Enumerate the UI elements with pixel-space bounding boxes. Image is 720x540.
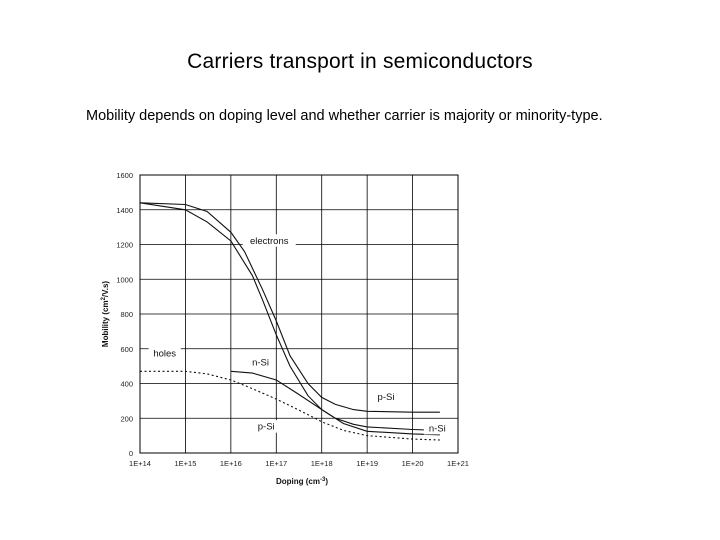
- slide-title: Carriers transport in semiconductors: [187, 50, 533, 73]
- y-tick-label-7: 1400: [116, 206, 133, 215]
- y-tick-label-3: 600: [120, 345, 133, 354]
- x-axis-label: Doping (cm-3): [276, 477, 328, 486]
- series-line-holes-2: [230, 370, 440, 436]
- slide-body-text: Mobility depends on doping level and whe…: [86, 108, 603, 124]
- y-tick-label-6: 1200: [116, 241, 133, 250]
- annotation-bg-4: [252, 420, 280, 433]
- y-tick-label-5: 1000: [116, 275, 133, 284]
- x-tick-label-1: 1E+15: [174, 459, 196, 468]
- x-axis-label-unit: (cm: [306, 477, 320, 486]
- annotation-bg-2: [247, 355, 274, 369]
- x-tick-label-4: 1E+18: [311, 459, 333, 468]
- annotation-label-1: holes: [153, 349, 176, 360]
- y-axis-label-exp: 2: [101, 296, 107, 300]
- x-axis-label-close: ): [325, 477, 328, 486]
- y-tick-label-2: 400: [120, 380, 133, 389]
- annotation-label-2: n-Si: [252, 357, 269, 368]
- annotation-bg-1: [148, 347, 181, 360]
- x-tick-label-0: 1E+14: [129, 459, 151, 468]
- chart-series: [139, 202, 440, 441]
- annotation-label-3: p-Si: [378, 392, 395, 403]
- x-tick-label-2: 1E+16: [220, 459, 242, 468]
- series-line-holes-3: [140, 370, 440, 441]
- x-tick-label-3: 1E+17: [265, 459, 287, 468]
- x-axis-label-exp: -3: [320, 477, 326, 483]
- y-tick-label-0: 0: [129, 449, 133, 458]
- annotation-bg-3: [372, 390, 400, 404]
- annotation-bg-0: [242, 234, 296, 247]
- x-tick-label-5: 1E+19: [356, 459, 378, 468]
- y-tick-label-4: 800: [120, 310, 133, 319]
- y-axis-label: Mobility (cm2/V.s): [101, 281, 110, 348]
- chart-annotations: electrons holes n-Si p-Si p-Si n-Si: [148, 234, 451, 435]
- x-axis-label-main: Doping: [276, 477, 304, 486]
- x-tick-label-6: 1E+20: [402, 459, 424, 468]
- y-axis-label-tail: /V.s): [101, 281, 110, 297]
- y-tick-label-8: 1600: [116, 171, 133, 180]
- plot-frame: [139, 174, 459, 454]
- series-line-electrons-1: [139, 202, 440, 431]
- x-tick-label-7: 1E+21: [447, 459, 469, 468]
- y-axis-label-main: Mobility (cm: [101, 300, 110, 347]
- annotation-label-4: p-Si: [258, 422, 275, 433]
- series-line-electrons-0: [139, 202, 440, 413]
- annotation-bg-5: [423, 421, 451, 435]
- y-tick-labels: 0 200 400 600 800 1000 1200 1400 1600: [116, 171, 133, 458]
- y-tick-label-1: 200: [120, 414, 133, 423]
- annotation-label-5: n-Si: [429, 423, 446, 434]
- annotation-label-0: electrons: [250, 236, 289, 247]
- x-tick-labels: 1E+14 1E+15 1E+16 1E+17 1E+18 1E+19 1E+20 1E+21: [129, 459, 469, 468]
